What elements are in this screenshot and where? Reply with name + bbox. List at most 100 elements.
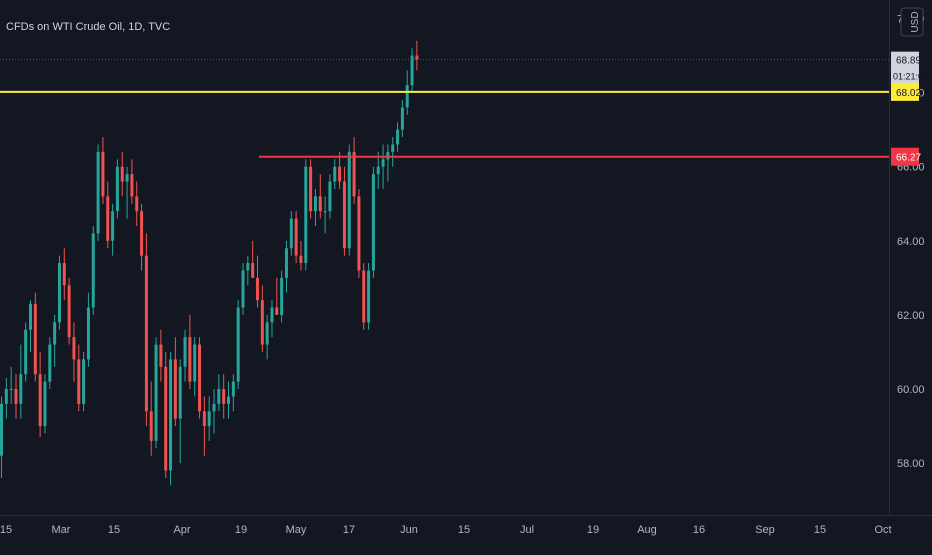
horizontal-lines-group[interactable] <box>0 59 889 158</box>
candle-body <box>265 322 269 345</box>
candle-body <box>82 359 86 404</box>
candle <box>400 100 404 138</box>
candle <box>72 322 76 382</box>
candle <box>227 381 231 419</box>
candle-body <box>207 411 211 427</box>
candle-body <box>246 263 250 271</box>
candle-body <box>294 218 298 256</box>
candle <box>91 226 95 315</box>
candle-body <box>173 359 177 419</box>
time-tick-label[interactable]: 15 <box>0 524 12 536</box>
time-tick-label[interactable]: 19 <box>587 524 599 536</box>
candle-body <box>62 263 66 286</box>
candle <box>43 374 47 434</box>
candle-body <box>415 55 419 60</box>
candle <box>251 240 255 278</box>
candle-body <box>14 389 18 404</box>
time-tick-label[interactable]: Jul <box>520 524 534 536</box>
candle-body <box>33 303 37 375</box>
time-tick-label[interactable]: 15 <box>108 524 120 536</box>
candle-body <box>183 337 187 367</box>
candle-body <box>309 166 313 212</box>
candle <box>0 396 3 478</box>
time-tick-label[interactable]: Mar <box>52 524 71 536</box>
candle <box>33 292 37 382</box>
candle-body <box>289 218 293 249</box>
currency-button[interactable]: USD <box>900 7 924 37</box>
candle <box>140 203 144 271</box>
candle <box>38 351 42 438</box>
candle <box>149 381 153 456</box>
candle <box>376 151 380 189</box>
candle-body <box>67 285 71 338</box>
candle <box>284 240 288 293</box>
candle-body <box>188 337 192 382</box>
candle <box>352 137 356 204</box>
candle <box>347 144 351 256</box>
candle <box>318 174 322 219</box>
candle <box>183 329 187 382</box>
time-axis-ticks[interactable]: 15 Mar 15 Apr 19 May 17 Jun 15 Jul 19 Aug 16 Sep 15 Oct <box>0 524 892 536</box>
candle <box>28 300 32 352</box>
price-tick-label[interactable]: 58.00 <box>897 458 925 470</box>
candle <box>159 329 163 382</box>
countdown-label: 01:21:05 <box>893 72 928 82</box>
candle-body <box>231 381 235 397</box>
candle-body <box>405 85 409 108</box>
candle-body <box>96 151 100 234</box>
candle-body <box>396 129 400 145</box>
price-tick-label[interactable]: 60.00 <box>897 384 925 396</box>
candle-body <box>299 255 303 264</box>
candle-body <box>400 107 404 130</box>
time-tick-label[interactable]: May <box>286 524 307 536</box>
candle <box>144 233 148 427</box>
price-tick-label[interactable]: 62.00 <box>897 310 925 322</box>
candle-body <box>318 196 322 212</box>
candle-body <box>43 381 47 427</box>
candle <box>86 292 90 367</box>
candle <box>207 396 211 441</box>
candle <box>14 374 18 419</box>
candle <box>4 377 8 419</box>
time-tick-label[interactable]: Apr <box>173 524 190 536</box>
price-labels-group: 68.89 01:21:05 68.02 66.27 <box>891 51 928 166</box>
time-tick-label[interactable]: Oct <box>874 524 891 536</box>
candle <box>255 255 259 308</box>
time-tick-label[interactable]: 15 <box>814 524 826 536</box>
candle <box>236 300 240 390</box>
candle-body <box>367 270 371 323</box>
time-tick-label[interactable]: Sep <box>755 524 775 536</box>
candle <box>304 159 308 271</box>
candle <box>67 277 71 345</box>
candle <box>77 344 81 412</box>
candle-body <box>362 270 366 323</box>
candle <box>125 166 129 219</box>
currency-button-frame[interactable] <box>900 7 924 37</box>
candle-body <box>130 174 134 197</box>
candle-body <box>38 374 42 427</box>
candle-body <box>212 403 216 412</box>
candle-body <box>357 196 361 271</box>
candle <box>280 270 284 323</box>
candle <box>57 255 61 330</box>
candle <box>212 389 216 434</box>
candle <box>198 337 202 419</box>
time-tick-label[interactable]: 15 <box>458 524 470 536</box>
time-tick-label[interactable]: Jun <box>400 524 418 536</box>
candle-body <box>328 181 332 212</box>
time-tick-label[interactable]: 17 <box>343 524 355 536</box>
time-tick-label[interactable]: 19 <box>235 524 247 536</box>
currency-label: USD <box>910 11 921 32</box>
time-tick-label[interactable]: Aug <box>637 524 657 536</box>
candle-body <box>275 307 279 315</box>
support-price-label: 68.02 <box>896 88 921 99</box>
candle <box>164 351 168 478</box>
price-tick-label[interactable]: 64.00 <box>897 236 925 248</box>
last-price-label-bg <box>891 51 919 88</box>
candle-body <box>198 344 202 412</box>
candle-body <box>227 396 231 404</box>
time-tick-label[interactable]: 16 <box>693 524 705 536</box>
resistance-price-label-bg <box>891 147 919 166</box>
